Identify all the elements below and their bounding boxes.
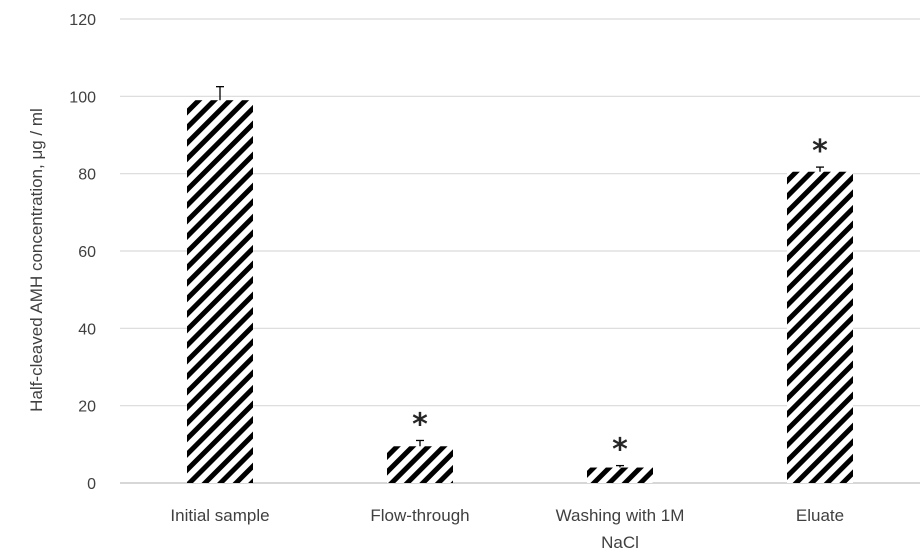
x-category-label: Flow-through: [370, 506, 469, 525]
gridlines: [120, 18, 920, 484]
y-tick-label: 40: [78, 321, 96, 338]
significance-marker: *: [412, 407, 428, 442]
y-tick-label: 100: [69, 89, 96, 106]
y-tick-label: 60: [78, 244, 96, 261]
x-category-label: Washing with 1M NaCl: [556, 506, 685, 552]
significance-marker: *: [812, 134, 828, 169]
bars: * * *: [187, 86, 853, 483]
x-category-label: Initial sample: [170, 506, 269, 525]
y-axis-title: Half-cleaved AMH concentration, μg / ml: [27, 108, 46, 412]
y-axis-ticks: 0 20 40 60 80 100 120: [69, 12, 96, 493]
x-axis-categories: Initial sample Flow-through Washing with 1…: [170, 506, 844, 552]
y-tick-label: 120: [69, 12, 96, 29]
bar: [787, 171, 853, 483]
y-tick-label: 20: [78, 399, 96, 416]
bar: [187, 100, 253, 483]
bar: [387, 446, 453, 483]
y-tick-label: 0: [87, 476, 96, 493]
bar: [587, 467, 653, 483]
significance-marker: *: [612, 433, 628, 468]
y-tick-label: 80: [78, 167, 96, 184]
x-category-label: Eluate: [796, 506, 844, 525]
